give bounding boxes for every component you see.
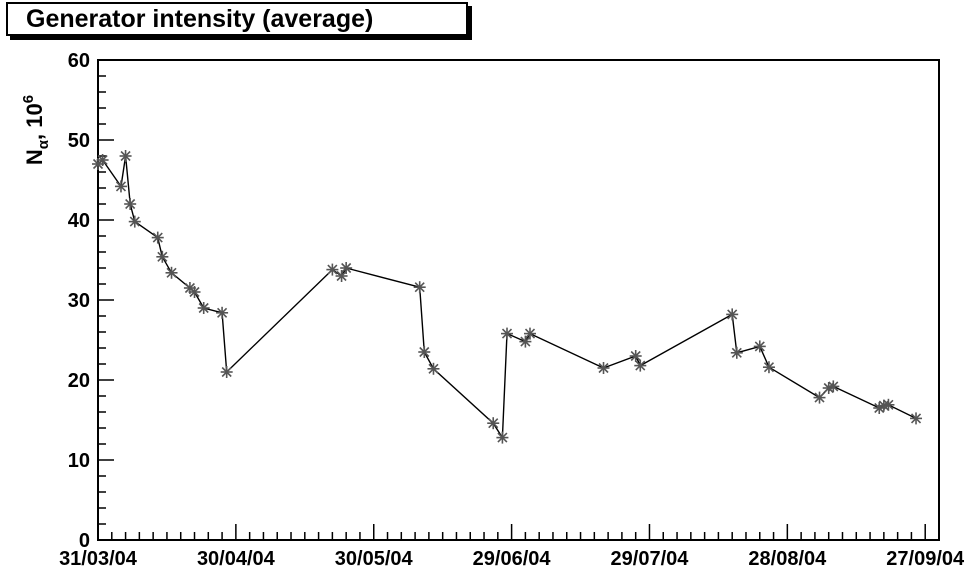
data-point-marker xyxy=(114,180,127,193)
x-axis-ticks xyxy=(97,524,940,540)
chart-title-box: Generator intensity (average) xyxy=(6,2,468,36)
data-point-marker xyxy=(910,412,923,425)
x-tick-label: 29/07/04 xyxy=(611,548,690,570)
data-point-marker xyxy=(165,266,178,279)
data-point-marker xyxy=(326,263,339,276)
x-tick-label: 30/05/04 xyxy=(335,548,414,570)
series-line xyxy=(97,155,917,440)
y-axis-label-subscript: α xyxy=(35,139,52,149)
x-tick-label: 30/04/04 xyxy=(197,548,276,570)
data-point-marker xyxy=(413,281,426,294)
y-axis-label-base: N xyxy=(22,149,47,165)
data-point-marker xyxy=(197,302,210,314)
y-tick-label: 0 xyxy=(79,530,90,552)
data-point-marker xyxy=(340,262,353,274)
plot-frame xyxy=(97,59,940,541)
x-tick-label: 31/03/04 xyxy=(59,548,138,570)
x-tick-label: 28/08/04 xyxy=(748,548,827,570)
data-point-marker xyxy=(128,215,141,228)
data-point-marker xyxy=(523,327,536,340)
data-point-marker xyxy=(119,150,132,162)
series-group xyxy=(92,150,923,444)
y-axis-ticks xyxy=(98,59,114,541)
data-point-marker xyxy=(220,366,233,378)
y-tick-label: 50 xyxy=(68,130,90,152)
data-point-marker xyxy=(96,154,109,166)
data-point-marker xyxy=(188,286,201,298)
data-point-marker xyxy=(156,250,169,263)
data-point-marker xyxy=(418,346,431,358)
y-tick-label: 20 xyxy=(68,370,90,392)
data-point-marker xyxy=(753,340,766,353)
y-tick-label: 30 xyxy=(68,290,90,312)
data-point-marker xyxy=(216,306,229,319)
data-point-marker xyxy=(629,350,642,362)
data-point-marker xyxy=(427,362,440,375)
y-tick-label: 60 xyxy=(68,50,90,72)
x-axis-tick-labels: 31/03/04 30/04/04 30/05/04 29/06/04 29/07/04… xyxy=(59,548,965,570)
data-point-marker xyxy=(496,431,509,444)
x-tick-label: 29/06/04 xyxy=(473,548,552,570)
data-point-marker xyxy=(634,359,647,372)
y-axis-label-suffix: , 10 xyxy=(22,103,47,140)
chart-title: Generator intensity (average) xyxy=(26,4,374,33)
data-point-marker xyxy=(487,417,500,430)
y-axis-tick-labels: 0 10 20 30 40 50 60 xyxy=(68,50,90,552)
data-point-marker xyxy=(151,231,164,244)
data-point-marker xyxy=(827,380,840,393)
data-point-marker xyxy=(882,398,895,411)
data-point-marker xyxy=(762,361,775,374)
data-point-marker xyxy=(597,362,610,374)
data-point-marker xyxy=(124,198,137,210)
y-tick-label: 40 xyxy=(68,210,90,232)
data-point-marker xyxy=(726,308,739,321)
y-tick-label: 10 xyxy=(68,450,90,472)
x-tick-label: 27/09/04 xyxy=(886,548,965,570)
data-point-marker xyxy=(501,327,514,340)
y-axis-label: Nα, 106 xyxy=(20,95,52,165)
data-point-marker xyxy=(813,391,826,404)
y-axis-label-superscript: 6 xyxy=(20,95,37,103)
data-point-marker xyxy=(730,346,743,359)
